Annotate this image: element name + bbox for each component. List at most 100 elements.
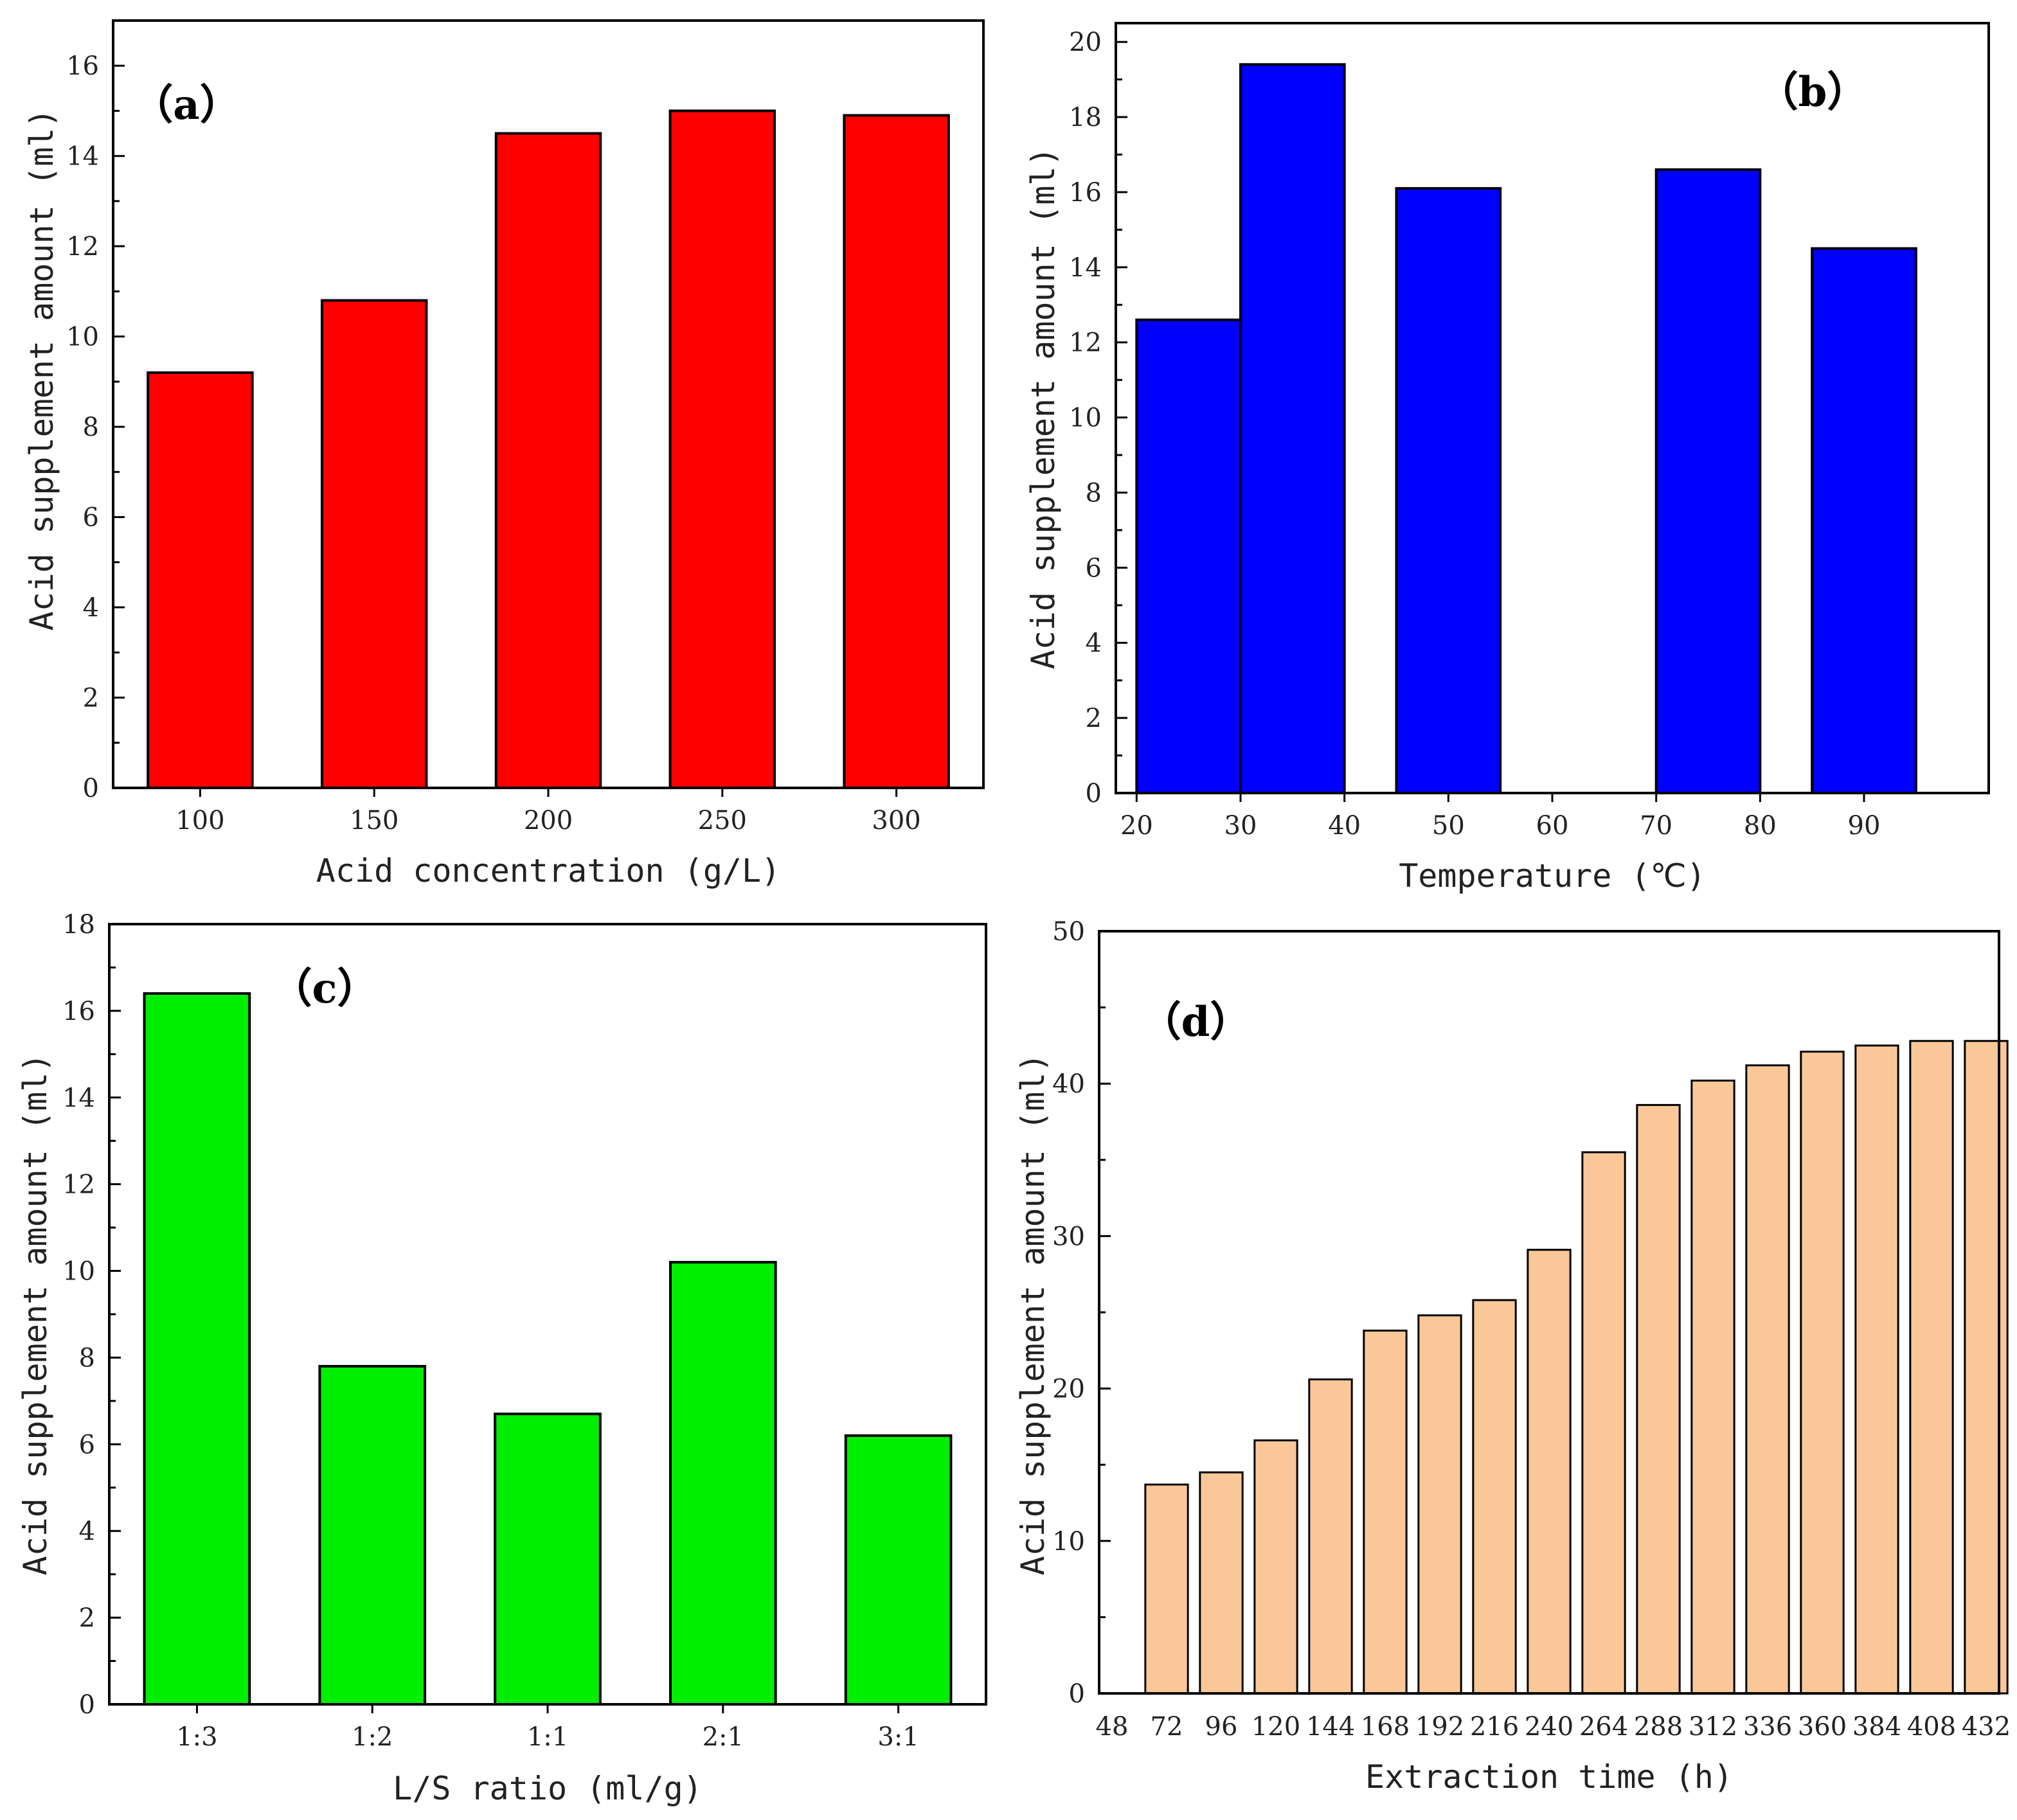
bar-30-40 xyxy=(1239,63,1346,794)
y-tick-label: 0 xyxy=(83,774,99,803)
y-tick-label: 6 xyxy=(79,1430,95,1459)
x-tick-label: 336 xyxy=(1743,1712,1792,1742)
y-tick-label: 16 xyxy=(1069,178,1102,208)
y-axis-title: Acid supplement amount (ml) xyxy=(1014,1053,1052,1576)
y-tick-label: 8 xyxy=(1086,478,1102,508)
bar-240h xyxy=(1527,1249,1572,1695)
y-tick-label: 14 xyxy=(62,1084,95,1113)
x-tick-label: 312 xyxy=(1689,1712,1737,1742)
y-tick-label: 8 xyxy=(79,1343,95,1373)
x-axis-title: L/S ratio (ml/g) xyxy=(393,1770,703,1807)
y-tick-label: 8 xyxy=(83,413,99,442)
x-tick-label: 200 xyxy=(524,806,573,835)
x-axis-title: Acid concentration (g/L) xyxy=(316,852,780,889)
bar-250 xyxy=(668,109,776,789)
y-tick-label: 2 xyxy=(1086,704,1102,733)
x-tick-label: 288 xyxy=(1634,1712,1683,1742)
y-tick-label: 16 xyxy=(66,51,99,81)
y-tick-label: 10 xyxy=(62,1257,95,1287)
x-tick-label: 216 xyxy=(1470,1712,1519,1742)
bar-216h xyxy=(1472,1299,1517,1695)
x-tick-label: 2:1 xyxy=(703,1722,744,1752)
y-tick-label: 0 xyxy=(1086,779,1102,808)
x-tick-label: 80 xyxy=(1744,811,1777,841)
x-tick-label: 120 xyxy=(1251,1712,1300,1742)
bar-432h xyxy=(1964,1040,2009,1695)
y-tick-label: 10 xyxy=(66,323,99,352)
bar-70-80 xyxy=(1654,168,1762,795)
x-tick-label: 300 xyxy=(872,806,920,835)
y-tick-label: 14 xyxy=(66,142,99,172)
x-tick-label: 100 xyxy=(175,806,224,835)
bar-168h xyxy=(1363,1329,1408,1695)
x-tick-label: 3:1 xyxy=(877,1722,919,1752)
bar-192h xyxy=(1417,1314,1462,1695)
bar-336h xyxy=(1745,1064,1790,1695)
plot-frame xyxy=(108,923,987,1706)
x-tick-label: 70 xyxy=(1640,811,1672,841)
x-tick-label: 384 xyxy=(1852,1712,1901,1742)
y-tick-label: 4 xyxy=(83,593,99,623)
y-tick-label: 40 xyxy=(1052,1069,1085,1099)
y-tick-label: 50 xyxy=(1052,917,1085,947)
bar-45-55 xyxy=(1395,187,1502,794)
y-tick-label: 10 xyxy=(1069,404,1102,433)
y-tick-label: 6 xyxy=(1086,553,1102,583)
bar-2-to-1 xyxy=(668,1261,777,1706)
plot-frame xyxy=(1115,22,1990,794)
x-tick-label: 250 xyxy=(698,806,747,835)
panel-a-acid-concentration: 0 2 4 6 8 10 12 14 16 Acid concentration (g/L) Aci… xyxy=(23,19,985,889)
bar-85-95 xyxy=(1811,247,1917,794)
bar-200 xyxy=(494,132,602,789)
bar-3-to-1 xyxy=(844,1434,953,1706)
bar-72h xyxy=(1144,1483,1189,1695)
y-tick-label: 4 xyxy=(79,1517,95,1546)
bar-300 xyxy=(843,114,950,789)
x-tick-label: 90 xyxy=(1848,811,1881,841)
bar-100 xyxy=(147,371,254,789)
panel-label: （b） xyxy=(1757,68,1869,116)
plot-frame xyxy=(112,19,985,789)
x-tick-label: 360 xyxy=(1798,1712,1847,1742)
x-tick-label: 144 xyxy=(1306,1712,1355,1742)
bar-20-30 xyxy=(1135,318,1242,795)
bar-264h xyxy=(1581,1151,1626,1695)
y-tick-label: 2 xyxy=(79,1603,95,1633)
bar-1-to-1 xyxy=(494,1413,602,1706)
bar-150 xyxy=(320,299,428,790)
y-tick-label: 20 xyxy=(1069,28,1102,57)
x-tick-label: 48 xyxy=(1096,1712,1129,1742)
bar-120h xyxy=(1253,1439,1298,1695)
x-tick-label: 150 xyxy=(350,806,399,835)
bar-360h xyxy=(1800,1050,1845,1695)
plot-frame xyxy=(1098,930,2000,1695)
y-tick-label: 16 xyxy=(62,997,95,1026)
y-tick-label: 12 xyxy=(1069,328,1102,358)
x-tick-label: 432 xyxy=(1962,1712,2011,1742)
y-tick-label: 4 xyxy=(1086,629,1102,658)
bar-144h xyxy=(1308,1378,1353,1695)
x-tick-label: 20 xyxy=(1120,811,1153,841)
bar-384h xyxy=(1854,1044,1899,1695)
y-tick-label: 2 xyxy=(83,684,99,713)
x-tick-label: 1:2 xyxy=(352,1722,393,1752)
x-tick-label: 1:3 xyxy=(176,1722,217,1752)
y-tick-label: 14 xyxy=(1069,253,1102,283)
x-tick-label: 192 xyxy=(1415,1712,1464,1742)
x-tick-label: 408 xyxy=(1907,1712,1956,1742)
y-tick-label: 0 xyxy=(1069,1679,1085,1709)
panel-d-extraction-time: 0 10 20 30 40 50 Extraction time (h) Acid suppl… xyxy=(1014,917,2011,1796)
y-tick-label: 20 xyxy=(1052,1375,1085,1404)
bar-1-to-3 xyxy=(143,992,251,1706)
y-tick-label: 6 xyxy=(83,503,99,533)
y-tick-label: 10 xyxy=(1052,1527,1085,1557)
x-tick-label: 96 xyxy=(1205,1712,1238,1742)
y-axis-title: Acid supplement amount (ml) xyxy=(17,1053,54,1576)
x-tick-label: 240 xyxy=(1525,1712,1573,1742)
bar-408h xyxy=(1909,1040,1954,1695)
y-tick-label: 18 xyxy=(1069,103,1102,132)
panel-label: （a） xyxy=(132,81,240,129)
x-tick-label: 40 xyxy=(1328,811,1361,841)
x-tick-label: 30 xyxy=(1224,811,1257,841)
